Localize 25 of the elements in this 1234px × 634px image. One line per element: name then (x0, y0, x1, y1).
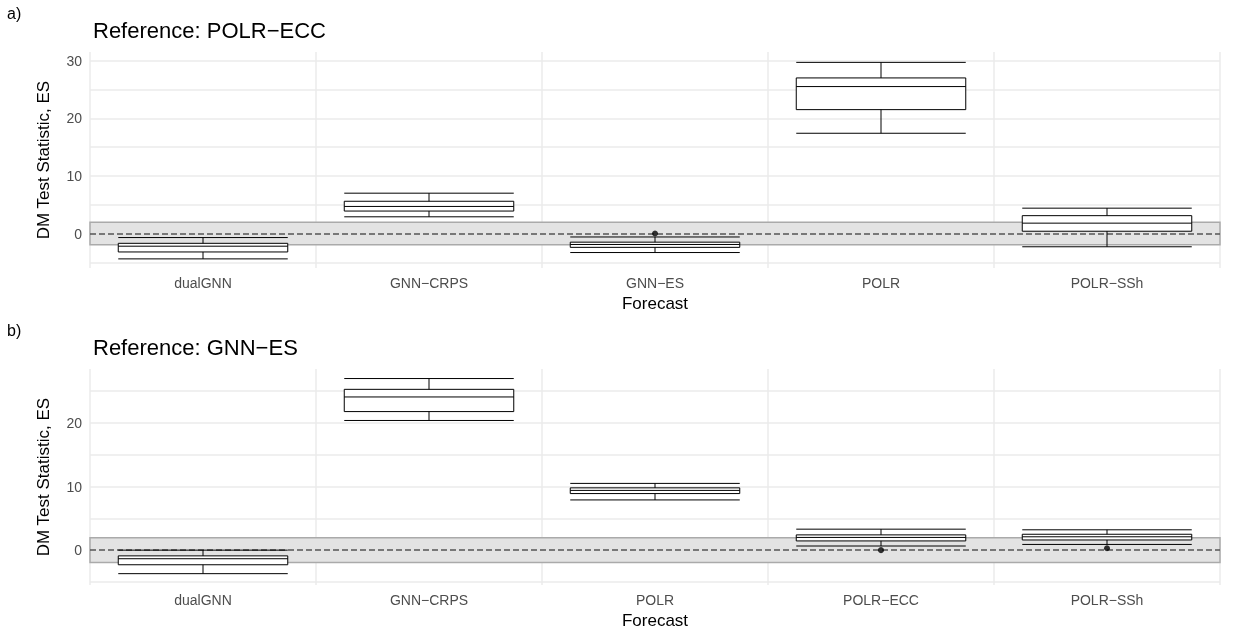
x-tick-label: dualGNN (174, 592, 232, 609)
text: b) (7, 321, 22, 339)
x-tick-label: dualGNN (174, 275, 232, 292)
y-tick-label: 10 (66, 478, 83, 495)
y-axis-title: DM Test Statistic, ES (34, 397, 53, 557)
x-tick-label: GNN−ES (626, 275, 684, 292)
y-axis-title: DM Test Statistic, ES (34, 80, 53, 240)
x-axis-title: Forecast (621, 294, 689, 313)
text: a) (7, 4, 22, 22)
y-tick-label: 20 (66, 110, 83, 127)
x-tick-label: POLR (635, 592, 675, 609)
y-tick-label: 0 (74, 225, 83, 242)
x-tick-label: POLR−SSh (1070, 592, 1144, 609)
x-tick-label: POLR (861, 275, 901, 292)
x-axis-title: Forecast (621, 611, 689, 630)
x-tick-label: POLR−ECC (843, 592, 919, 609)
y-tick-label: 20 (66, 415, 83, 432)
y-tick-label: 10 (66, 167, 83, 184)
x-tick-label: POLR−SSh (1070, 275, 1144, 292)
y-tick-label: 30 (66, 52, 83, 69)
chart-title: Reference: POLR−ECC (93, 17, 327, 43)
x-tick-label: GNN−CRPS (389, 592, 469, 609)
chart-title: Reference: GNN−ES (93, 334, 298, 360)
y-tick-label: 0 (74, 542, 83, 559)
x-tick-label: GNN−CRPS (389, 275, 469, 292)
